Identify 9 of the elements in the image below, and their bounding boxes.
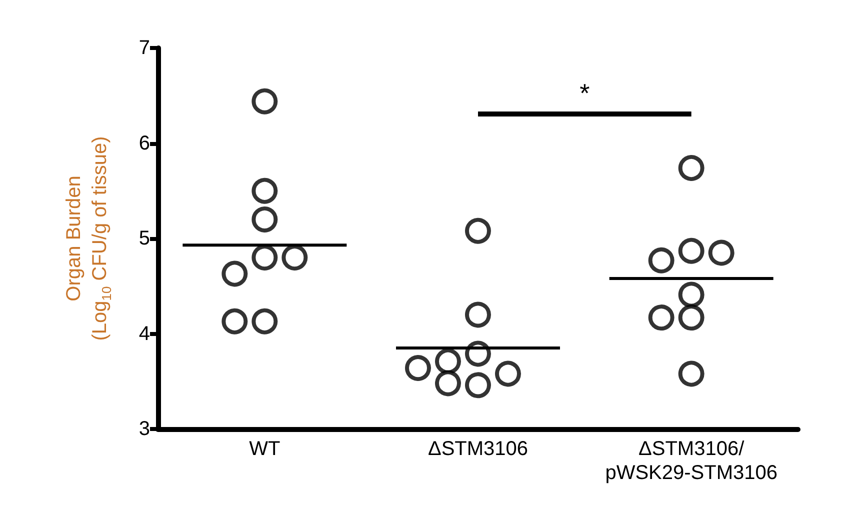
y-tick-label: 7 xyxy=(138,37,150,59)
y-tick-label: 5 xyxy=(138,228,150,250)
y-tick-label: 6 xyxy=(138,132,150,154)
annotation: * xyxy=(580,78,590,108)
y-tick-label: 4 xyxy=(138,322,150,345)
y-tick-label: 3 xyxy=(138,418,150,440)
x-tick-label: ΔSTM3106/ pWSK29-STM3106 xyxy=(605,438,778,484)
x-tick-label: ΔSTM3106 xyxy=(428,438,528,460)
x-tick-label: WT xyxy=(249,438,280,460)
